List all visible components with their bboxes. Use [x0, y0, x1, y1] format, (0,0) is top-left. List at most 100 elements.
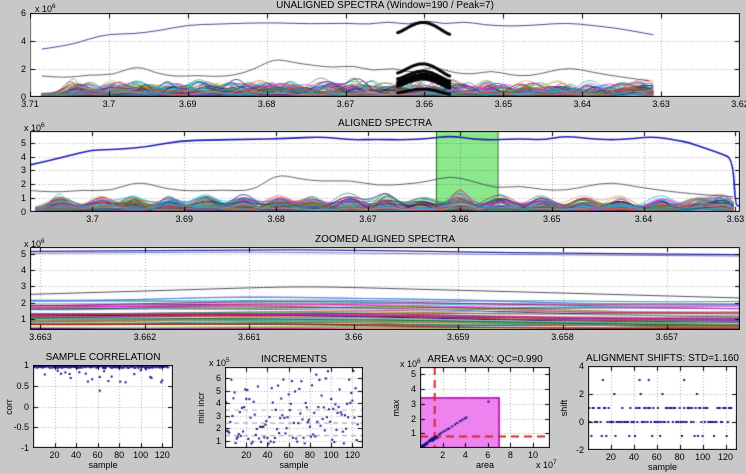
x-axis-label: sample — [88, 460, 118, 470]
increments-canvas — [225, 367, 363, 448]
y-tick-label: 3 — [20, 281, 26, 292]
x-tick-label: 100 — [133, 450, 149, 460]
area-vs-max-plot: AREA vs MAX: QC=0.990 x 106 x 107 max ar… — [391, 355, 557, 471]
unaligned-spectra-canvas — [30, 13, 740, 97]
zoomed-aligned-spectra-canvas — [30, 247, 740, 330]
y-tick-label: 3 — [20, 165, 26, 176]
y-tick-label: -0.5 — [13, 422, 29, 433]
x-tick-label: 6 — [485, 450, 491, 460]
increments-title: INCREMENTS — [260, 354, 328, 365]
y-tick-label: -2 — [575, 445, 584, 455]
x-tick-label: 3.659 — [446, 332, 470, 342]
x-tick-label: 3.66 — [451, 214, 469, 224]
x-tick-label: 3.658 — [551, 332, 574, 342]
x-tick-label: 60 — [651, 452, 662, 462]
increments-plot: INCREMENTS x 105 min incr sample 20 40 60 8… — [196, 355, 363, 470]
x-tick-label: 3.69 — [175, 214, 194, 224]
x-tick-label: 3.62 — [731, 99, 746, 109]
exponent-sup: 6 — [41, 238, 45, 245]
exponent-sup: 7 — [553, 459, 557, 466]
x-tick-label: 80 — [304, 450, 315, 460]
y-tick-label: 5 — [410, 369, 416, 380]
sample-correlation-title: SAMPLE CORRELATION — [45, 352, 161, 363]
x-tick-label: 20 — [49, 450, 60, 460]
x-tick-label: 3.64 — [573, 99, 591, 109]
unaligned-spectra-plot: UNALIGNED SPECTRA (Window=190 / Peak=7) … — [21, 1, 746, 109]
x-tick-label: 3.68 — [257, 99, 276, 109]
x-tick-label: 3.662 — [133, 332, 157, 342]
x-tick-label: 60 — [283, 450, 294, 460]
y-tick-label: 4 — [410, 384, 416, 395]
y-axis-exponent-label: x 106 — [400, 357, 421, 369]
x-tick-label: 3.65 — [542, 214, 561, 224]
alignment-shifts-canvas — [588, 366, 737, 450]
y-tick-label: 1 — [20, 314, 26, 325]
y-tick-label: 2 — [20, 64, 26, 74]
exponent-base: x 10 — [24, 123, 42, 133]
x-tick-label: 4 — [462, 450, 468, 460]
exponent-base: x 10 — [35, 4, 53, 14]
y-axis-exponent-label: x 106 — [24, 237, 45, 249]
exponent-base: x 10 — [209, 358, 227, 368]
y-tick-label: 0 — [23, 401, 29, 412]
area-vs-max-title: AREA vs MAX: QC=0.990 — [427, 354, 543, 365]
y-tick-label: 1 — [215, 435, 221, 446]
y-tick-label: 2 — [20, 179, 26, 190]
sample-correlation-canvas — [33, 365, 173, 448]
x-tick-label: 3.63 — [652, 99, 670, 109]
x-axis-label: sample — [647, 462, 677, 472]
y-tick-label: 1 — [20, 193, 26, 204]
x-tick-label: 3.69 — [179, 99, 197, 109]
x-tick-label: 40 — [262, 450, 273, 460]
y-tick-label: 5 — [20, 137, 26, 148]
y-tick-label: 3 — [410, 398, 416, 409]
x-tick-label: 40 — [628, 452, 639, 462]
y-tick-label: 6 — [20, 8, 26, 18]
y-axis-exponent-label: x 105 — [209, 356, 230, 368]
y-tick-label: 2 — [578, 389, 584, 399]
aligned-spectra-canvas — [30, 131, 740, 212]
y-tick-label: 1 — [410, 428, 416, 439]
x-tick-label: 120 — [154, 450, 170, 460]
exponent-base: x 10 — [24, 239, 42, 249]
x-tick-label: 3.663 — [29, 332, 52, 342]
y-tick-label: 4 — [20, 151, 26, 162]
y-tick-label: 0 — [578, 417, 584, 427]
x-tick-label: 3.67 — [336, 99, 355, 109]
exponent-sup: 6 — [417, 358, 421, 365]
sample-correlation-plot: SAMPLE CORRELATION corr sample 20 40 60 80 1… — [4, 353, 173, 470]
x-tick-label: 3.67 — [359, 214, 377, 224]
x-tick-label: 80 — [674, 452, 685, 462]
x-tick-label: 10 — [528, 450, 539, 460]
x-tick-label: 3.63 — [726, 214, 745, 224]
x-tick-label: 20 — [241, 450, 252, 460]
aligned-spectra-title: ALIGNED SPECTRA — [338, 118, 432, 129]
x-tick-label: 120 — [344, 450, 360, 460]
exponent-base: x 10 — [536, 460, 554, 470]
x-axis-label: area — [475, 460, 494, 470]
y-tick-label: -1 — [20, 443, 29, 453]
x-tick-label: 3.7 — [102, 99, 116, 109]
area-vs-max-canvas — [420, 367, 550, 448]
x-tick-label: 3.65 — [494, 99, 513, 109]
x-tick-label: 20 — [605, 452, 616, 462]
exponent-sup: 6 — [41, 122, 45, 129]
x-tick-label: 3.64 — [634, 214, 653, 224]
x-tick-label: 60 — [92, 450, 103, 460]
alignment-shifts-title: ALIGNMENT SHIFTS: STD=1.160 — [586, 353, 739, 364]
y-tick-label: 1 — [23, 360, 29, 370]
x-tick-label: 120 — [718, 452, 734, 462]
zoomed-aligned-spectra-plot: ZOOMED ALIGNED SPECTRA x 106 3.663 3.662 3… — [21, 235, 740, 342]
alignment-shifts-plot: ALIGNMENT SHIFTS: STD=1.160 shift sample… — [559, 354, 739, 473]
x-tick-label: 100 — [323, 450, 339, 460]
y-tick-label: 4 — [578, 361, 584, 371]
unaligned-spectra-title: UNALIGNED SPECTRA (Window=190 / Peak=7) — [276, 0, 494, 11]
x-axis-exponent-label: x 107 — [536, 458, 557, 470]
x-tick-label: 3.7 — [86, 214, 99, 224]
y-tick-label: 0.5 — [16, 380, 29, 391]
y-tick-label: 0 — [20, 207, 26, 217]
y-tick-label: 5 — [20, 248, 26, 259]
zoomed-aligned-spectra-title: ZOOMED ALIGNED SPECTRA — [314, 234, 456, 245]
x-tick-label: 3.68 — [267, 214, 285, 224]
